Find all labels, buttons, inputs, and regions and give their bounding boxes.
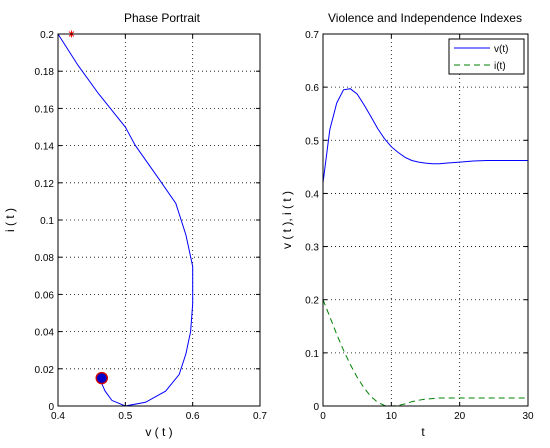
- legend-label-v: v(t): [494, 44, 508, 55]
- x-tick-labels: 0 10 20 30: [320, 411, 534, 422]
- legend-box: [448, 38, 525, 75]
- series-line-vt: [322, 88, 528, 183]
- y-tick-label: 0.16: [35, 104, 55, 115]
- x-tick-label: 30: [522, 411, 534, 422]
- tick-marks: [322, 33, 529, 407]
- y-tick-label: 0.1: [305, 349, 319, 360]
- y-tick-label: 0.3: [305, 243, 319, 254]
- plot-area: [322, 88, 528, 407]
- y-tick-label: 0.6: [305, 83, 319, 94]
- plot-area: [57, 30, 194, 407]
- y-tick-label: 0: [48, 402, 54, 413]
- y-tick-label: 0.2: [305, 296, 319, 307]
- legend-label-i: i(t): [494, 61, 506, 72]
- tick-marks: [57, 33, 261, 407]
- y-tick-label: 0.1: [40, 216, 54, 227]
- x-axis-label: v ( t ): [145, 425, 172, 439]
- chart-title: Phase Portrait: [124, 11, 201, 25]
- y-tick-label: 0.04: [35, 328, 55, 339]
- series-line-it: [322, 299, 528, 407]
- x-tick-label: 10: [386, 411, 398, 422]
- y-tick-label: 0.2: [40, 30, 54, 41]
- legend: v(t) i(t): [448, 38, 525, 75]
- x-tick-labels: 0.4 0.5 0.6 0.7: [51, 411, 267, 422]
- y-tick-labels: 0 0.02 0.04 0.06 0.08 0.1 0.12 0.14 0.16 0.18 0.2: [35, 30, 55, 413]
- y-tick-label: 0.02: [35, 365, 55, 376]
- y-tick-label: 0: [313, 402, 319, 413]
- x-tick-label: 0: [320, 411, 326, 422]
- y-axis-label: v ( t ), i ( t ): [280, 191, 294, 249]
- y-tick-label: 0.08: [35, 253, 55, 264]
- y-tick-label: 0.06: [35, 290, 55, 301]
- y-tick-label: 0.5: [305, 136, 319, 147]
- grid-lines: [58, 34, 260, 406]
- y-tick-labels: 0 0.1 0.2 0.3 0.4 0.5 0.6 0.7: [305, 30, 319, 413]
- y-axis-label: i ( t ): [3, 208, 17, 232]
- axes-box: [322, 33, 529, 407]
- x-tick-label: 0.7: [253, 411, 267, 422]
- grid-lines: [323, 34, 528, 406]
- violence-independence-chart: Violence and Independence Indexes 0 10 20 3…: [280, 11, 534, 439]
- x-tick-label: 0.5: [118, 411, 132, 422]
- end-marker: [95, 371, 109, 385]
- y-tick-label: 0.14: [35, 142, 55, 153]
- x-tick-label: 0.4: [51, 411, 65, 422]
- x-axis-label: t: [421, 425, 425, 439]
- y-tick-label: 0.12: [35, 179, 55, 190]
- x-tick-label: 0.6: [186, 411, 200, 422]
- y-tick-label: 0.18: [35, 67, 55, 78]
- y-tick-label: 0.7: [305, 30, 319, 41]
- x-tick-label: 20: [454, 411, 466, 422]
- series-line: [57, 33, 194, 407]
- y-tick-label: 0.4: [305, 189, 319, 200]
- phase-portrait-chart: Phase Portrait 0.4 0.5 0.6 0.7 0 0.02 0.04 0.0…: [3, 11, 267, 439]
- chart-title: Violence and Independence Indexes: [328, 11, 522, 25]
